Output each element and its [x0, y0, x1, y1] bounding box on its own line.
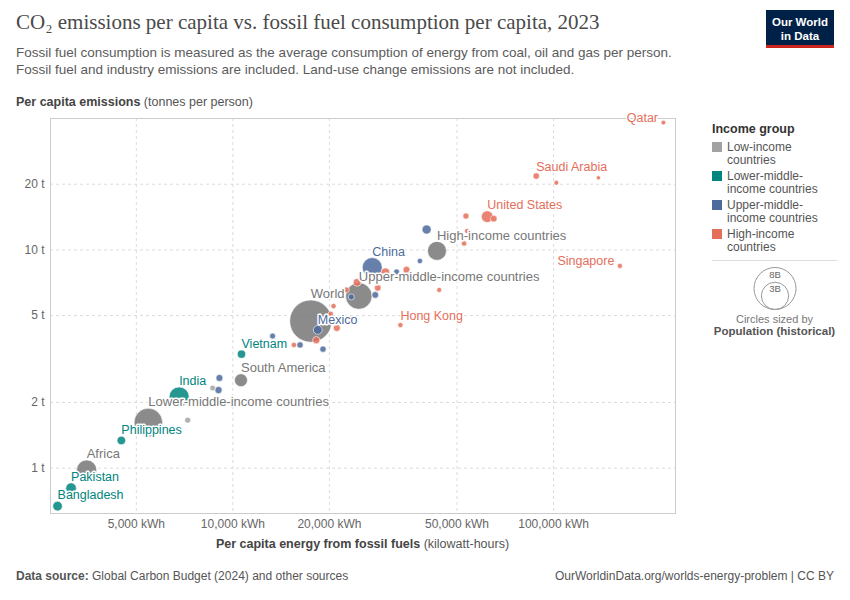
- svg-text:1 t: 1 t: [31, 461, 45, 475]
- svg-text:Bangladesh: Bangladesh: [58, 488, 124, 502]
- html-text:CO₂ emissions per capita vs. f: CO₂ emissions per capita vs. fossil fuel…: [16, 10, 600, 34]
- html-text:Lower-middle-income countries: Lower-middle-income countries: [727, 169, 818, 196]
- svg-text:50,000 kWh: 50,000 kWh: [425, 517, 489, 531]
- html-text:Circles sized by: Circles sized by: [736, 313, 813, 325]
- svg-text:Upper-middle-income countries: Upper-middle-income countries: [359, 269, 540, 284]
- html-text:OurWorldinData.org/worlds-ener: OurWorldinData.org/worlds-energy-problem…: [555, 569, 834, 583]
- svg-text:Pakistan: Pakistan: [71, 470, 119, 484]
- svg-text:South America: South America: [241, 360, 326, 375]
- svg-text:2 t: 2 t: [31, 395, 45, 409]
- svg-text:5 t: 5 t: [31, 308, 45, 322]
- svg-text:Saudi Arabia: Saudi Arabia: [536, 160, 607, 174]
- html-text:Low-income countries: Low-income countries: [727, 140, 792, 167]
- svg-text:Africa: Africa: [87, 446, 121, 461]
- html-text:Per capita energy from fossil: Per capita energy from fossil fuels (kil…: [215, 537, 510, 551]
- svg-text:20,000 kWh: 20,000 kWh: [297, 517, 361, 531]
- svg-text:China: China: [372, 245, 405, 259]
- svg-text:High-income countries: High-income countries: [437, 228, 567, 243]
- html-text:Per capita emissions (tonnes p: Per capita emissions (tonnes per person): [16, 95, 253, 109]
- html-text:Fossil fuel and industry emiss: Fossil fuel and industry emissions are i…: [16, 62, 575, 77]
- svg-text:10 t: 10 t: [24, 243, 45, 257]
- html-text:in Data: in Data: [780, 30, 820, 42]
- html-text:Our World: Our World: [772, 16, 828, 28]
- svg-text:10,000 kWh: 10,000 kWh: [201, 517, 265, 531]
- html-text:Income group: Income group: [712, 122, 795, 136]
- svg-text:Singapore: Singapore: [557, 254, 614, 268]
- html-text:Data source: Global Carbon Bud: Data source: Global Carbon Budget (2024)…: [16, 569, 349, 583]
- svg-text:World: World: [311, 286, 345, 301]
- svg-text:5,000 kWh: 5,000 kWh: [108, 517, 165, 531]
- svg-text:India: India: [179, 374, 206, 388]
- html-text:High-income countries: High-income countries: [727, 227, 795, 254]
- svg-text:20 t: 20 t: [24, 177, 45, 191]
- svg-text:Vietnam: Vietnam: [242, 337, 288, 351]
- html-text:Fossil fuel consumption is mea: Fossil fuel consumption is measured as t…: [16, 45, 672, 60]
- svg-text:Qatar: Qatar: [627, 111, 658, 125]
- svg-text:100,000 kWh: 100,000 kWh: [518, 517, 589, 531]
- svg-text:Hong Kong: Hong Kong: [400, 309, 463, 323]
- svg-text:3B: 3B: [769, 283, 781, 294]
- svg-text:United States: United States: [487, 198, 562, 212]
- svg-text:Mexico: Mexico: [318, 313, 358, 327]
- svg-text:Lower-middle-income countries: Lower-middle-income countries: [148, 394, 329, 409]
- html-text:Upper-middle-income countries: Upper-middle-income countries: [727, 198, 818, 225]
- svg-text:8B: 8B: [769, 269, 781, 280]
- html-text:Population (historical): Population (historical): [713, 325, 836, 337]
- svg-text:Philippines: Philippines: [121, 423, 181, 437]
